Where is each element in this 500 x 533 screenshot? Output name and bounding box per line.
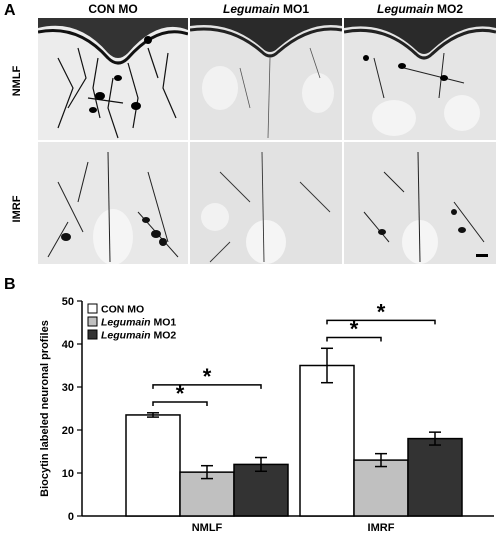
y-tick-label: 0 xyxy=(68,511,74,523)
legend-label: CON MO xyxy=(101,304,144,316)
legend-label: Legumain MO1 xyxy=(101,317,176,329)
bar xyxy=(125,414,181,517)
significance-star: * xyxy=(377,299,386,324)
significance-bracket xyxy=(152,384,262,389)
row-label-nmlf: NMLF xyxy=(11,65,23,97)
column-header-con-mo: CON MO xyxy=(38,2,188,16)
legend-label: Legumain MO2 xyxy=(101,330,176,342)
micrograph-nmlf-con-mo xyxy=(38,18,188,140)
legend-swatch xyxy=(87,303,98,314)
row-label-imrf: IMRF xyxy=(11,195,23,223)
significance-star: * xyxy=(203,364,212,389)
column-header-italic: Legumain xyxy=(376,2,434,16)
micrograph-nmlf-legumain-mo2 xyxy=(344,18,496,140)
y-axis-label: Biocytin labeled neuronal profiles xyxy=(39,320,51,497)
micrograph-nmlf-legumain-mo1 xyxy=(190,18,342,140)
column-header-italic: Legumain xyxy=(222,2,280,16)
bar xyxy=(407,437,463,517)
significance-bracket xyxy=(152,401,208,407)
micrograph-imrf-legumain-mo2 xyxy=(344,142,496,264)
x-tick-label: IMRF xyxy=(368,522,395,533)
y-tick-label: 20 xyxy=(62,425,74,437)
significance-bracket xyxy=(326,319,436,325)
column-header-text: CON MO xyxy=(88,2,138,16)
column-header-text: MO1 xyxy=(279,2,309,16)
bar xyxy=(353,459,409,517)
micrograph-imrf-legumain-mo1 xyxy=(190,142,342,264)
significance-star: * xyxy=(176,381,185,406)
scale-bar xyxy=(476,254,488,257)
bar xyxy=(233,463,289,517)
legend-swatch xyxy=(87,316,98,327)
panel-a-letter: A xyxy=(4,2,16,19)
panel-b-letter: B xyxy=(4,276,16,293)
y-tick-label: 30 xyxy=(62,382,74,394)
significance-bracket xyxy=(326,336,382,342)
y-tick-label: 10 xyxy=(62,468,74,480)
legend-swatch xyxy=(87,329,98,340)
significance-star: * xyxy=(350,317,359,342)
bar-chart: 0 10 20 30 40 50 Biocytin labeled neuronal pro… xyxy=(39,296,494,533)
x-tick-label: NMLF xyxy=(192,522,223,533)
column-header-legumain-mo2: Legumain MO2 xyxy=(344,2,496,16)
column-header-text: MO2 xyxy=(433,2,463,16)
y-tick-label: 40 xyxy=(62,339,74,351)
bar xyxy=(299,364,355,517)
column-header-legumain-mo1: Legumain MO1 xyxy=(190,2,342,16)
y-tick-label: 50 xyxy=(62,296,74,308)
micrograph-imrf-con-mo xyxy=(38,142,188,264)
